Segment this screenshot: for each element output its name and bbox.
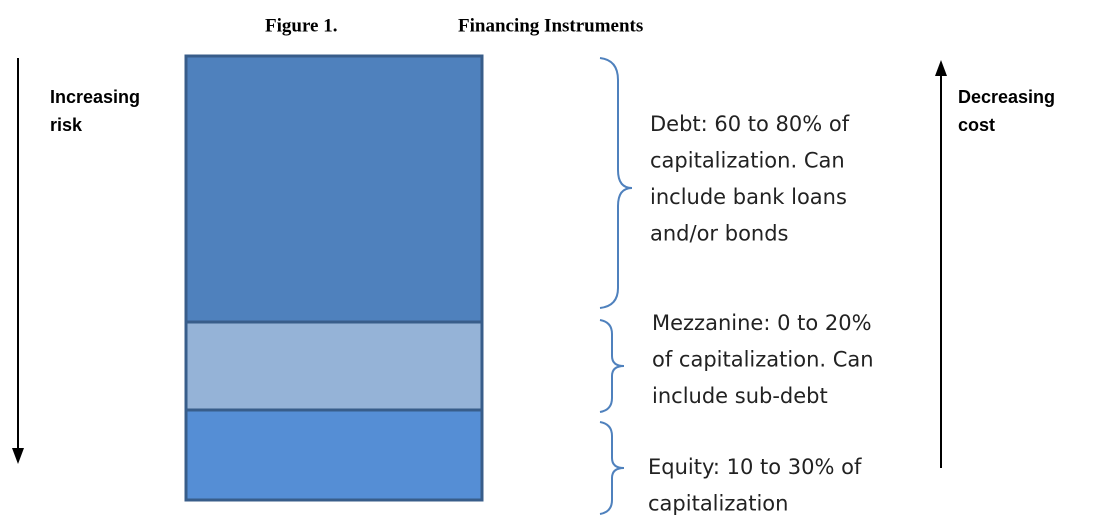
layer-description: and/or bonds — [650, 222, 789, 246]
debt-brace — [599, 57, 633, 309]
risk-arrowhead — [12, 448, 24, 464]
equity-block — [184, 408, 484, 502]
layer-description: of capitalization. Can — [652, 348, 874, 372]
figure-title: Financing Instruments — [458, 15, 643, 36]
risk-label: risk — [50, 115, 83, 135]
cost-label: Decreasing — [958, 87, 1055, 107]
descriptions: Debt: 60 to 80% of capitalization. Can inc… — [648, 112, 874, 515]
debt-block — [184, 54, 484, 324]
figure-number: Figure 1. — [265, 15, 337, 36]
risk-label: Increasing — [50, 87, 140, 107]
layer-description: Equity: 10 to 30% of — [648, 455, 862, 479]
layer-description: Mezzanine: 0 to 20% — [652, 311, 872, 335]
layer-description: include bank loans — [650, 185, 847, 209]
layer-description: capitalization. Can — [650, 149, 845, 173]
cost-label: cost — [958, 115, 995, 135]
mezzanine-block — [184, 320, 484, 412]
layer-description: Debt: 60 to 80% of — [650, 112, 850, 136]
layer-description: capitalization — [648, 492, 788, 515]
equity-brace — [599, 421, 625, 515]
layer-description: include sub-debt — [652, 384, 828, 408]
cost-arrowhead — [935, 60, 947, 76]
mezzanine-brace — [599, 319, 625, 413]
